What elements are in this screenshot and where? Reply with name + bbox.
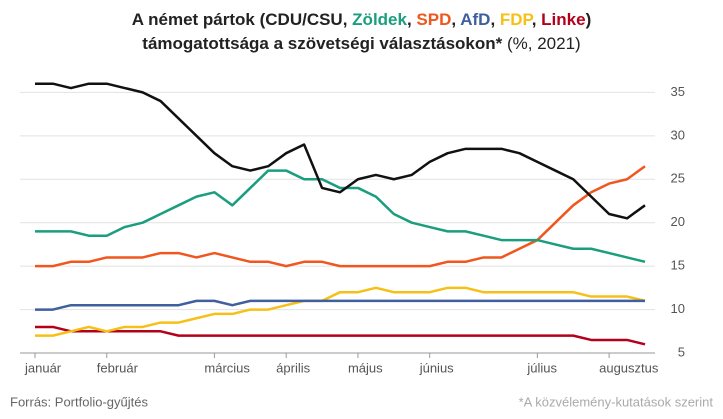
title-separator: , [490, 10, 500, 29]
y-tick-label: 20 [671, 214, 685, 229]
title-separator: , [342, 10, 353, 29]
legend-label: Zöldek [352, 10, 407, 29]
x-tick-label: április [276, 360, 310, 375]
title-prefix: A német pártok ( [131, 10, 266, 29]
title-main: A német pártok (CDU/CSU, Zöldek, SPD, Af… [132, 10, 591, 29]
series-line [35, 82, 646, 220]
x-tick-label: január [24, 360, 62, 375]
subtitle-bold: támogatottsága a szövetségi választásoko… [142, 34, 503, 53]
y-tick-label: 5 [678, 344, 685, 359]
title-separator: , [531, 10, 542, 29]
legend-label: Linke [541, 10, 586, 29]
subtitle-line: támogatottsága a szövetségi választásoko… [0, 32, 723, 56]
y-tick-label: 10 [671, 301, 685, 316]
series-line [35, 325, 646, 346]
x-tick-label: augusztus [599, 360, 659, 375]
series-line [35, 286, 646, 337]
legend-label: FDP [499, 10, 532, 29]
series-line [35, 169, 646, 263]
legend-label: AfD [460, 10, 491, 29]
x-tick-label: május [348, 360, 383, 375]
legend-label: CDU/CSU [265, 10, 343, 29]
series-line [35, 299, 645, 311]
x-tick-label: július [526, 360, 557, 375]
title-suffix: ) [585, 10, 592, 29]
series-line [35, 165, 646, 268]
title-separator: , [451, 10, 461, 29]
legend-label: SPD [416, 10, 452, 29]
subtitle-rest: (%, 2021) [502, 34, 581, 53]
title: A német pártok (CDU/CSU, Zöldek, SPD, Af… [0, 8, 723, 56]
x-tick-label: február [97, 360, 139, 375]
y-tick-label: 25 [671, 171, 685, 186]
title-separator: , [406, 10, 417, 29]
y-tick-label: 30 [671, 127, 685, 142]
note: *A közvélemény-kutatások szerint [519, 394, 714, 409]
x-tick-label: március [204, 360, 250, 375]
title-line: A német pártok (CDU/CSU, Zöldek, SPD, Af… [0, 8, 723, 32]
y-tick-label: 15 [671, 258, 685, 273]
source: Forrás: Portfolio-gyűjtés [10, 394, 148, 409]
x-tick-label: június [419, 360, 454, 375]
y-tick-label: 35 [671, 84, 685, 99]
